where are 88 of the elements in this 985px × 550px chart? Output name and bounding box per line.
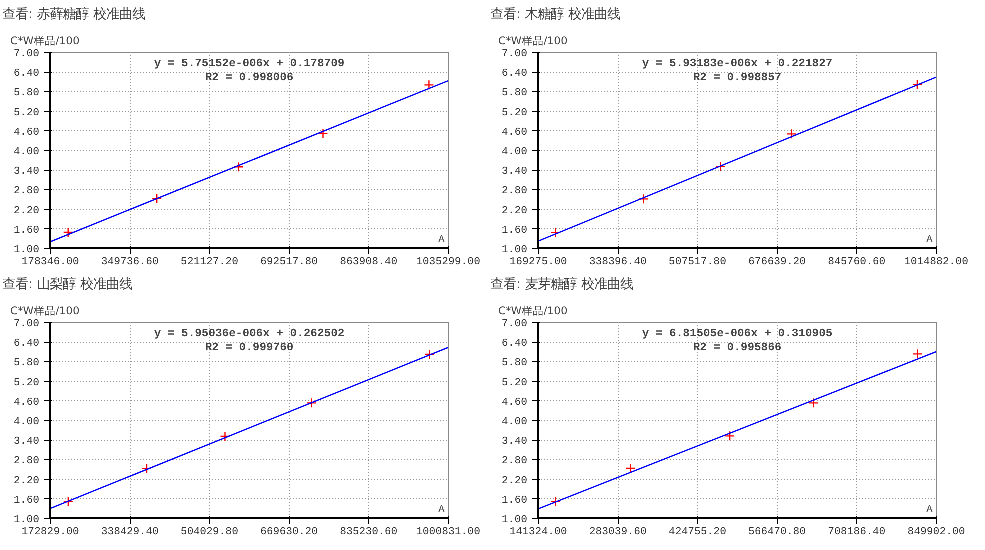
x-tick-label: 521127.20 (180, 256, 238, 268)
annotation: R2 = 0.999760 (205, 342, 294, 354)
y-tick-label: 3.40 (14, 436, 40, 448)
y-tick-label: 1.00 (502, 244, 528, 256)
y-tick-label: 7.00 (14, 318, 40, 330)
y-tick-label: 5.80 (14, 88, 40, 100)
x-tick-label: 692517.80 (260, 256, 318, 268)
y-tick-label: 1.60 (14, 224, 40, 237)
x-tick-label: 708186.40 (828, 526, 886, 538)
x-tick-label: 338429.40 (101, 526, 159, 538)
y-tick-label: 5.20 (502, 107, 528, 120)
x-tick-label: 178346.00 (22, 256, 80, 268)
y-tick-label: 2.80 (14, 456, 40, 468)
x-tick-label: 424755.20 (668, 526, 726, 538)
x-axis-title: A (438, 234, 446, 246)
annotation: y = 5.95036e-006x + 0.262502 (154, 328, 345, 340)
x-tick-label: 1000831.00 (416, 526, 480, 538)
x-tick-label: 338396.40 (589, 256, 647, 268)
y-tick-label: 5.80 (502, 88, 528, 100)
y-tick-label: 1.60 (14, 494, 40, 507)
y-tick-label: 4.00 (14, 146, 40, 158)
chart-title: 查看: 木糖醇 校准曲线 (490, 8, 620, 22)
y-tick-label: 7.00 (14, 48, 40, 60)
y-tick-label: 2.80 (502, 456, 528, 468)
annotation: R2 = 0.998857 (693, 72, 782, 84)
y-tick-label: 3.40 (502, 436, 528, 448)
x-tick-label: 141324.00 (510, 526, 568, 538)
x-tick-label: 566470.80 (748, 526, 806, 538)
y-tick-label: 4.00 (502, 146, 528, 158)
y-tick-label: 6.40 (502, 338, 528, 350)
x-tick-label: 669630.20 (260, 526, 318, 538)
y-tick-label: 2.20 (502, 475, 528, 488)
y-tick-label: 2.80 (14, 186, 40, 198)
x-axis-title: A (926, 504, 934, 516)
y-axis-title: C*W样品/100 (10, 34, 80, 48)
y-tick-label: 4.60 (14, 126, 40, 139)
x-tick-label: 172829.00 (22, 526, 80, 538)
y-tick-label: 5.20 (14, 107, 40, 120)
x-tick-label: 504029.80 (180, 526, 238, 538)
x-tick-label: 849902.00 (908, 526, 966, 538)
x-tick-label: 1035299.00 (416, 256, 480, 268)
y-tick-label: 5.80 (14, 358, 40, 370)
x-tick-label: 507517.80 (668, 256, 726, 268)
y-tick-label: 6.40 (14, 68, 40, 80)
y-tick-label: 5.20 (14, 377, 40, 390)
y-tick-label: 4.60 (14, 396, 40, 409)
y-tick-label: 5.80 (502, 358, 528, 370)
x-tick-label: 863908.40 (340, 256, 398, 268)
y-axis-title: C*W样品/100 (498, 34, 568, 48)
x-axis-title: A (926, 234, 934, 246)
y-tick-label: 4.60 (502, 126, 528, 139)
y-tick-label: 1.00 (14, 244, 40, 256)
x-tick-label: 676639.20 (748, 256, 806, 268)
y-axis-title: C*W样品/100 (498, 304, 568, 318)
annotation: y = 5.93183e-006x + 0.221827 (642, 58, 833, 70)
annotation: R2 = 0.995866 (693, 342, 782, 354)
y-tick-label: 7.00 (502, 48, 528, 60)
y-tick-label: 2.80 (502, 186, 528, 198)
y-tick-label: 6.40 (502, 68, 528, 80)
x-tick-label: 349736.60 (101, 256, 159, 268)
y-tick-label: 6.40 (14, 338, 40, 350)
annotation: y = 5.75152e-006x + 0.178709 (154, 58, 345, 70)
x-axis-title: A (438, 504, 446, 516)
x-tick-label: 845760.60 (828, 256, 886, 268)
y-tick-label: 1.00 (14, 514, 40, 526)
x-tick-label: 835230.60 (340, 526, 398, 538)
y-tick-label: 5.20 (502, 377, 528, 390)
chart-title: 查看: 麦芽糖醇 校准曲线 (490, 278, 634, 292)
y-tick-label: 3.40 (502, 166, 528, 178)
x-tick-label: 169275.00 (510, 256, 568, 268)
x-tick-label: 283039.60 (589, 526, 647, 538)
y-tick-label: 7.00 (502, 318, 528, 330)
y-tick-label: 1.00 (502, 514, 528, 526)
chart-title: 查看: 赤藓糖醇 校准曲线 (2, 8, 146, 22)
y-axis-title: C*W样品/100 (10, 304, 80, 318)
annotation: y = 6.81505e-006x + 0.310905 (642, 328, 833, 340)
y-tick-label: 1.60 (502, 224, 528, 237)
y-tick-label: 3.40 (14, 166, 40, 178)
annotation: R2 = 0.998006 (205, 72, 294, 84)
y-tick-label: 2.20 (14, 475, 40, 488)
y-tick-label: 1.60 (502, 494, 528, 507)
x-tick-label: 1014882.00 (904, 256, 968, 268)
y-tick-label: 4.60 (502, 396, 528, 409)
y-tick-label: 4.00 (502, 416, 528, 428)
chart-title: 查看: 山梨醇 校准曲线 (2, 278, 132, 292)
y-tick-label: 2.20 (14, 205, 40, 218)
y-tick-label: 4.00 (14, 416, 40, 428)
y-tick-label: 2.20 (502, 205, 528, 218)
